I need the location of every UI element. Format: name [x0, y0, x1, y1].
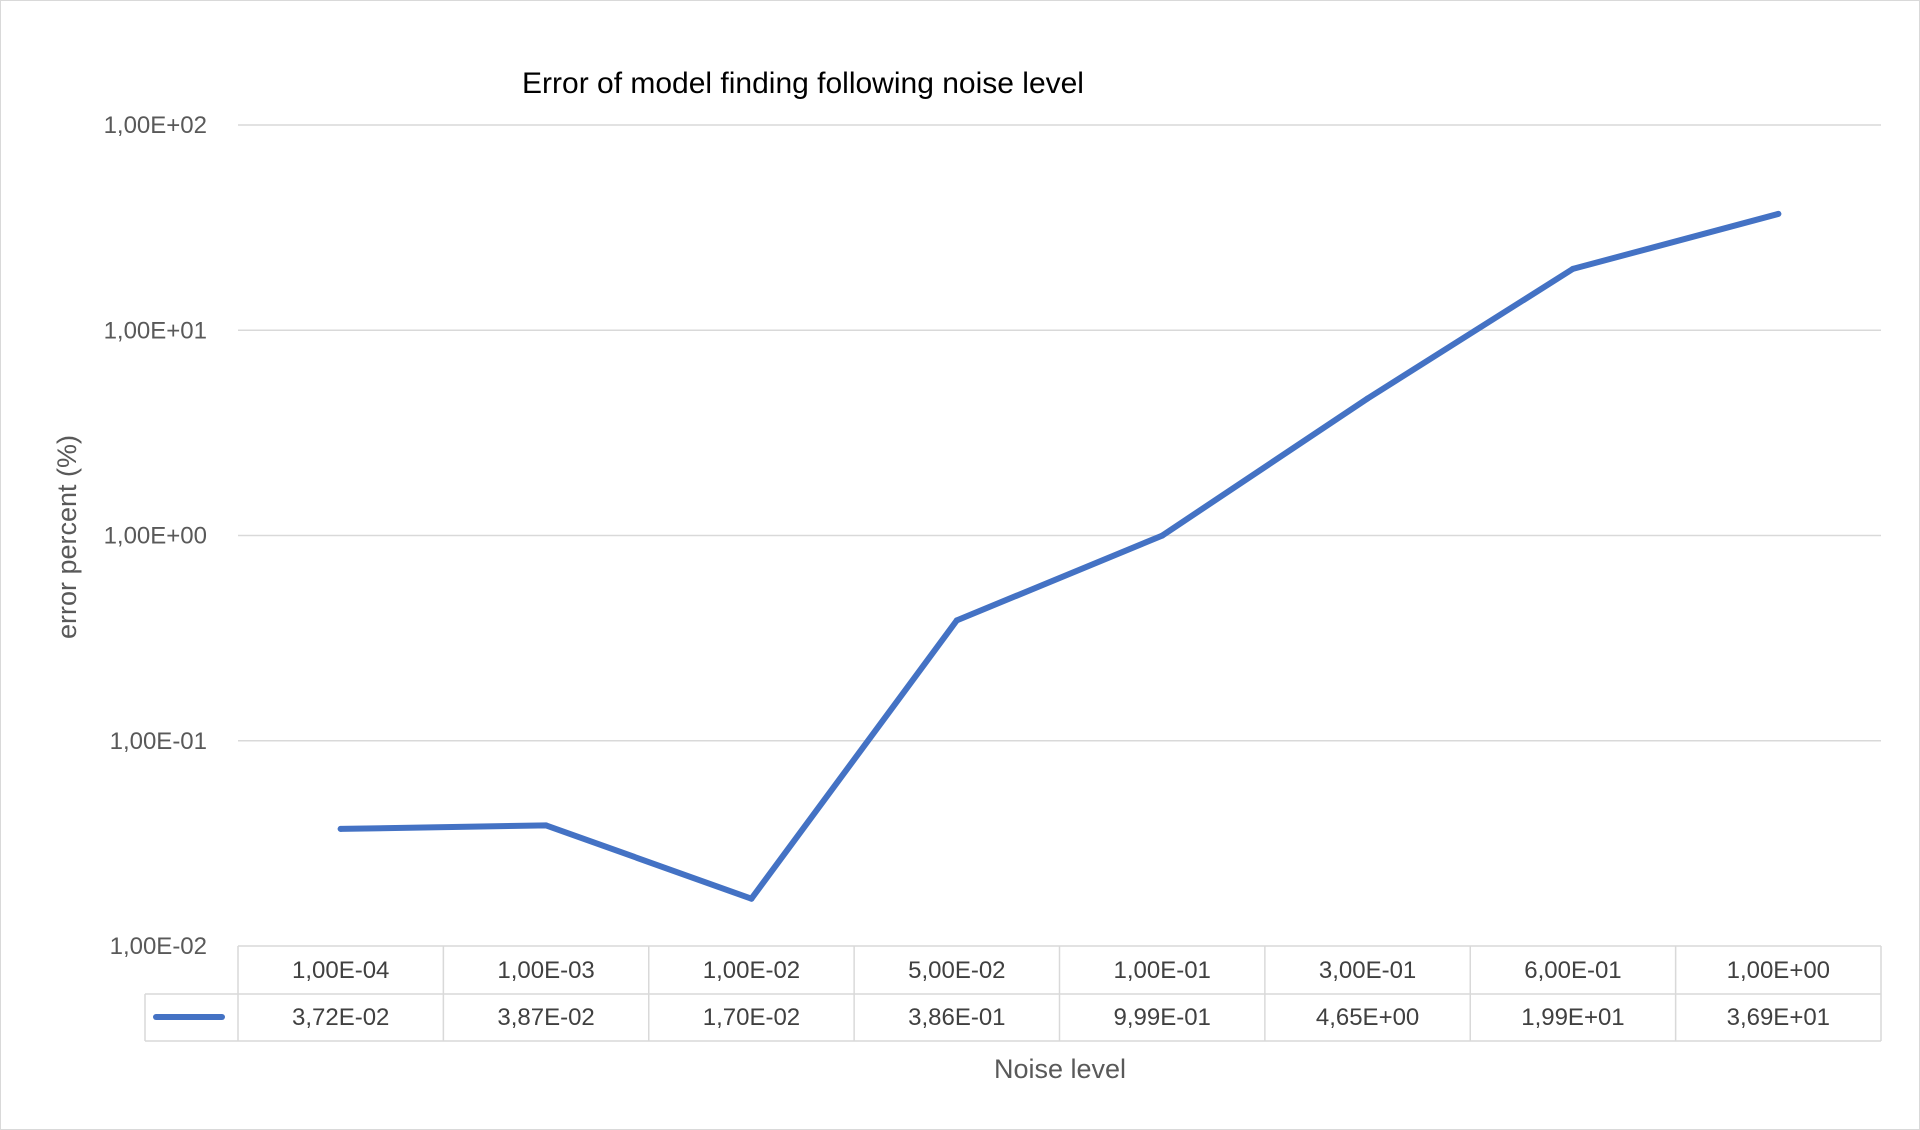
x-tick-label: 1,00E-04 — [292, 957, 389, 984]
series-line — [337, 210, 1782, 902]
data-table-value: 4,65E+00 — [1316, 1004, 1419, 1031]
data-point — [1569, 265, 1576, 272]
y-tick-label: 1,00E-01 — [110, 728, 207, 755]
data-table-value: 3,69E+01 — [1727, 1004, 1830, 1031]
data-point — [337, 825, 344, 832]
x-tick-label: 1,00E-01 — [1113, 957, 1210, 984]
data-table-value: 3,86E-01 — [908, 1004, 1005, 1031]
x-tick-label: 5,00E-02 — [908, 957, 1005, 984]
y-axis-title: error percent (%) — [52, 435, 82, 639]
data-table-value: 1,99E+01 — [1521, 1004, 1624, 1031]
data-point — [1364, 395, 1371, 402]
data-point — [1159, 532, 1166, 539]
data-table-value: 3,72E-02 — [292, 1004, 389, 1031]
data-point — [953, 617, 960, 624]
x-tick-label: 1,00E+00 — [1727, 957, 1830, 984]
y-tick-label: 1,00E-02 — [110, 933, 207, 960]
data-point — [748, 895, 755, 902]
y-tick-label: 1,00E+01 — [104, 317, 207, 344]
chart-title: Error of model finding following noise l… — [522, 67, 1084, 100]
x-axis-title: Noise level — [994, 1054, 1126, 1084]
data-point — [1775, 210, 1782, 217]
data-table: 1,00E-04 3,72E-02 1,00E-03 3,87E-02 1,00E-02… — [144, 945, 1882, 1042]
y-tick-label: 1,00E+00 — [104, 523, 207, 550]
data-table-value: 1,70E-02 — [703, 1004, 800, 1031]
data-table-value: 3,87E-02 — [497, 1004, 594, 1031]
x-tick-label: 3,00E-01 — [1319, 957, 1416, 984]
data-point — [543, 822, 550, 829]
x-tick-label: 1,00E-02 — [703, 957, 800, 984]
gridlines — [238, 124, 1881, 742]
x-tick-label: 1,00E-03 — [497, 957, 594, 984]
x-tick-label: 6,00E-01 — [1524, 957, 1621, 984]
data-table-value: 9,99E-01 — [1113, 1004, 1210, 1031]
y-axis-tick-labels: 1,00E-02 1,00E-01 1,00E+00 1,00E+01 1,00E+02 — [104, 112, 207, 960]
series-layer — [337, 210, 1782, 902]
y-tick-label: 1,00E+02 — [104, 112, 207, 139]
